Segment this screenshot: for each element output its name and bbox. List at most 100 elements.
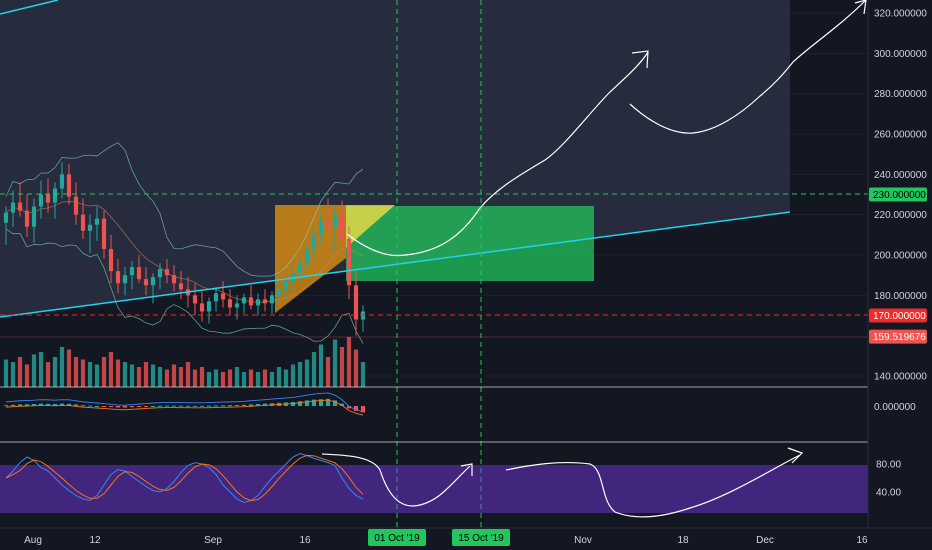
candle-body[interactable]: [227, 299, 233, 308]
volume-bar: [136, 367, 142, 387]
candle-body[interactable]: [304, 248, 310, 264]
candle-body[interactable]: [311, 234, 317, 249]
candle-body[interactable]: [276, 289, 282, 296]
price-tag-label: 159.519676: [873, 332, 926, 343]
volume-bar: [283, 369, 289, 387]
trendline-top-left[interactable]: [0, 0, 59, 15]
candle-body[interactable]: [318, 220, 324, 235]
candle-body[interactable]: [94, 218, 100, 225]
candle-body[interactable]: [87, 224, 93, 231]
candle-body[interactable]: [192, 295, 198, 304]
candle-body[interactable]: [213, 293, 219, 302]
candle-body[interactable]: [332, 214, 338, 227]
macd-bar: [94, 406, 100, 407]
candle-body[interactable]: [171, 275, 177, 284]
candle-body[interactable]: [80, 214, 86, 231]
candle-body[interactable]: [136, 267, 142, 280]
candle-body[interactable]: [17, 202, 23, 211]
bb-upper: [5, 142, 364, 277]
candle-body[interactable]: [255, 299, 261, 306]
macd-signal-line: [5, 399, 364, 416]
candle-body[interactable]: [283, 281, 289, 290]
candle-body[interactable]: [108, 248, 114, 272]
candle-body[interactable]: [269, 295, 275, 304]
candle-body[interactable]: [199, 303, 205, 312]
candle-body[interactable]: [143, 279, 149, 286]
volume-bar: [52, 357, 58, 387]
candle-body[interactable]: [10, 202, 16, 213]
forecast-arrow-main[interactable]: [631, 50, 649, 69]
macd-bar: [150, 406, 156, 407]
stoch-arrow-1[interactable]: [460, 463, 473, 476]
forecast-curve-upper[interactable]: [629, 0, 867, 134]
candle-body[interactable]: [325, 220, 331, 227]
macd-bar: [346, 406, 352, 409]
date-tag: [452, 529, 510, 546]
candle-body[interactable]: [297, 263, 303, 274]
candle-body[interactable]: [31, 206, 37, 227]
candle-body[interactable]: [164, 269, 170, 276]
volume-bar: [66, 349, 72, 387]
candle-body[interactable]: [248, 297, 254, 306]
candle-body[interactable]: [157, 269, 163, 278]
candle-body[interactable]: [290, 273, 296, 282]
candle-body[interactable]: [178, 283, 184, 290]
candle-body[interactable]: [353, 285, 359, 320]
stoch-curve-1[interactable]: [321, 453, 471, 507]
candle-body[interactable]: [150, 277, 156, 286]
candle-body[interactable]: [122, 275, 128, 284]
macd-bar: [353, 406, 359, 411]
candle-body[interactable]: [59, 174, 65, 189]
macd-bar: [101, 406, 107, 407]
candle-body[interactable]: [339, 214, 345, 239]
trendline-ascending[interactable]: [0, 211, 791, 318]
price-tag-label: 170.000000: [873, 311, 926, 322]
volume-bar: [80, 359, 86, 387]
price-axis[interactable]: 320.000000 300.000000 280.000000 260.000000…: [874, 9, 927, 383]
candle-body[interactable]: [262, 299, 268, 304]
candle-body[interactable]: [234, 303, 240, 308]
candle-body[interactable]: [24, 210, 30, 227]
candles[interactable]: [3, 162, 366, 336]
stoch-pane: [5, 452, 364, 504]
volume-bar: [227, 369, 233, 387]
stoch-arrow-2[interactable]: [787, 447, 804, 464]
macd-bar: [80, 405, 86, 407]
macd-bar: [213, 405, 219, 407]
bb-lower: [5, 228, 364, 344]
candle-body[interactable]: [66, 174, 72, 197]
price-axis-label: 320.000000: [874, 9, 927, 20]
forecast-arrow-upper[interactable]: [854, 0, 867, 15]
candle-body[interactable]: [206, 301, 212, 312]
macd-bar: [136, 406, 142, 407]
yellow-triangle-zone[interactable]: [346, 205, 395, 248]
macd-bar: [192, 405, 198, 407]
candle-body[interactable]: [52, 188, 58, 203]
candle-body[interactable]: [220, 293, 226, 300]
stoch-curve-2[interactable]: [505, 454, 801, 518]
candle-body[interactable]: [73, 196, 79, 215]
forecast-curve-main[interactable]: [346, 51, 649, 257]
macd-bar: [304, 400, 310, 406]
candle-body[interactable]: [129, 267, 135, 276]
date-tag-label: 01 Oct '19: [374, 533, 420, 544]
candle-body[interactable]: [346, 238, 352, 286]
candle-body[interactable]: [3, 212, 9, 223]
candle-body[interactable]: [45, 194, 51, 203]
macd-bar: [164, 405, 170, 407]
macd-bar: [255, 404, 261, 406]
macd-bar: [360, 406, 366, 413]
candle-body[interactable]: [101, 218, 107, 249]
volume-bar: [171, 364, 177, 387]
time-axis-label: 16: [299, 535, 311, 546]
price-axis-label: 280.000000: [874, 89, 927, 100]
indicator-axis: 0.000000 80.00 40.00: [874, 402, 916, 499]
time-axis[interactable]: Aug 12 Sep 16 Nov 18 Dec 16: [24, 535, 868, 546]
candle-body[interactable]: [115, 271, 121, 284]
stoch-band: [0, 465, 868, 513]
volume-bar: [325, 357, 331, 387]
volume-bar: [199, 367, 205, 387]
candle-body[interactable]: [241, 297, 247, 304]
candle-body[interactable]: [38, 194, 44, 207]
